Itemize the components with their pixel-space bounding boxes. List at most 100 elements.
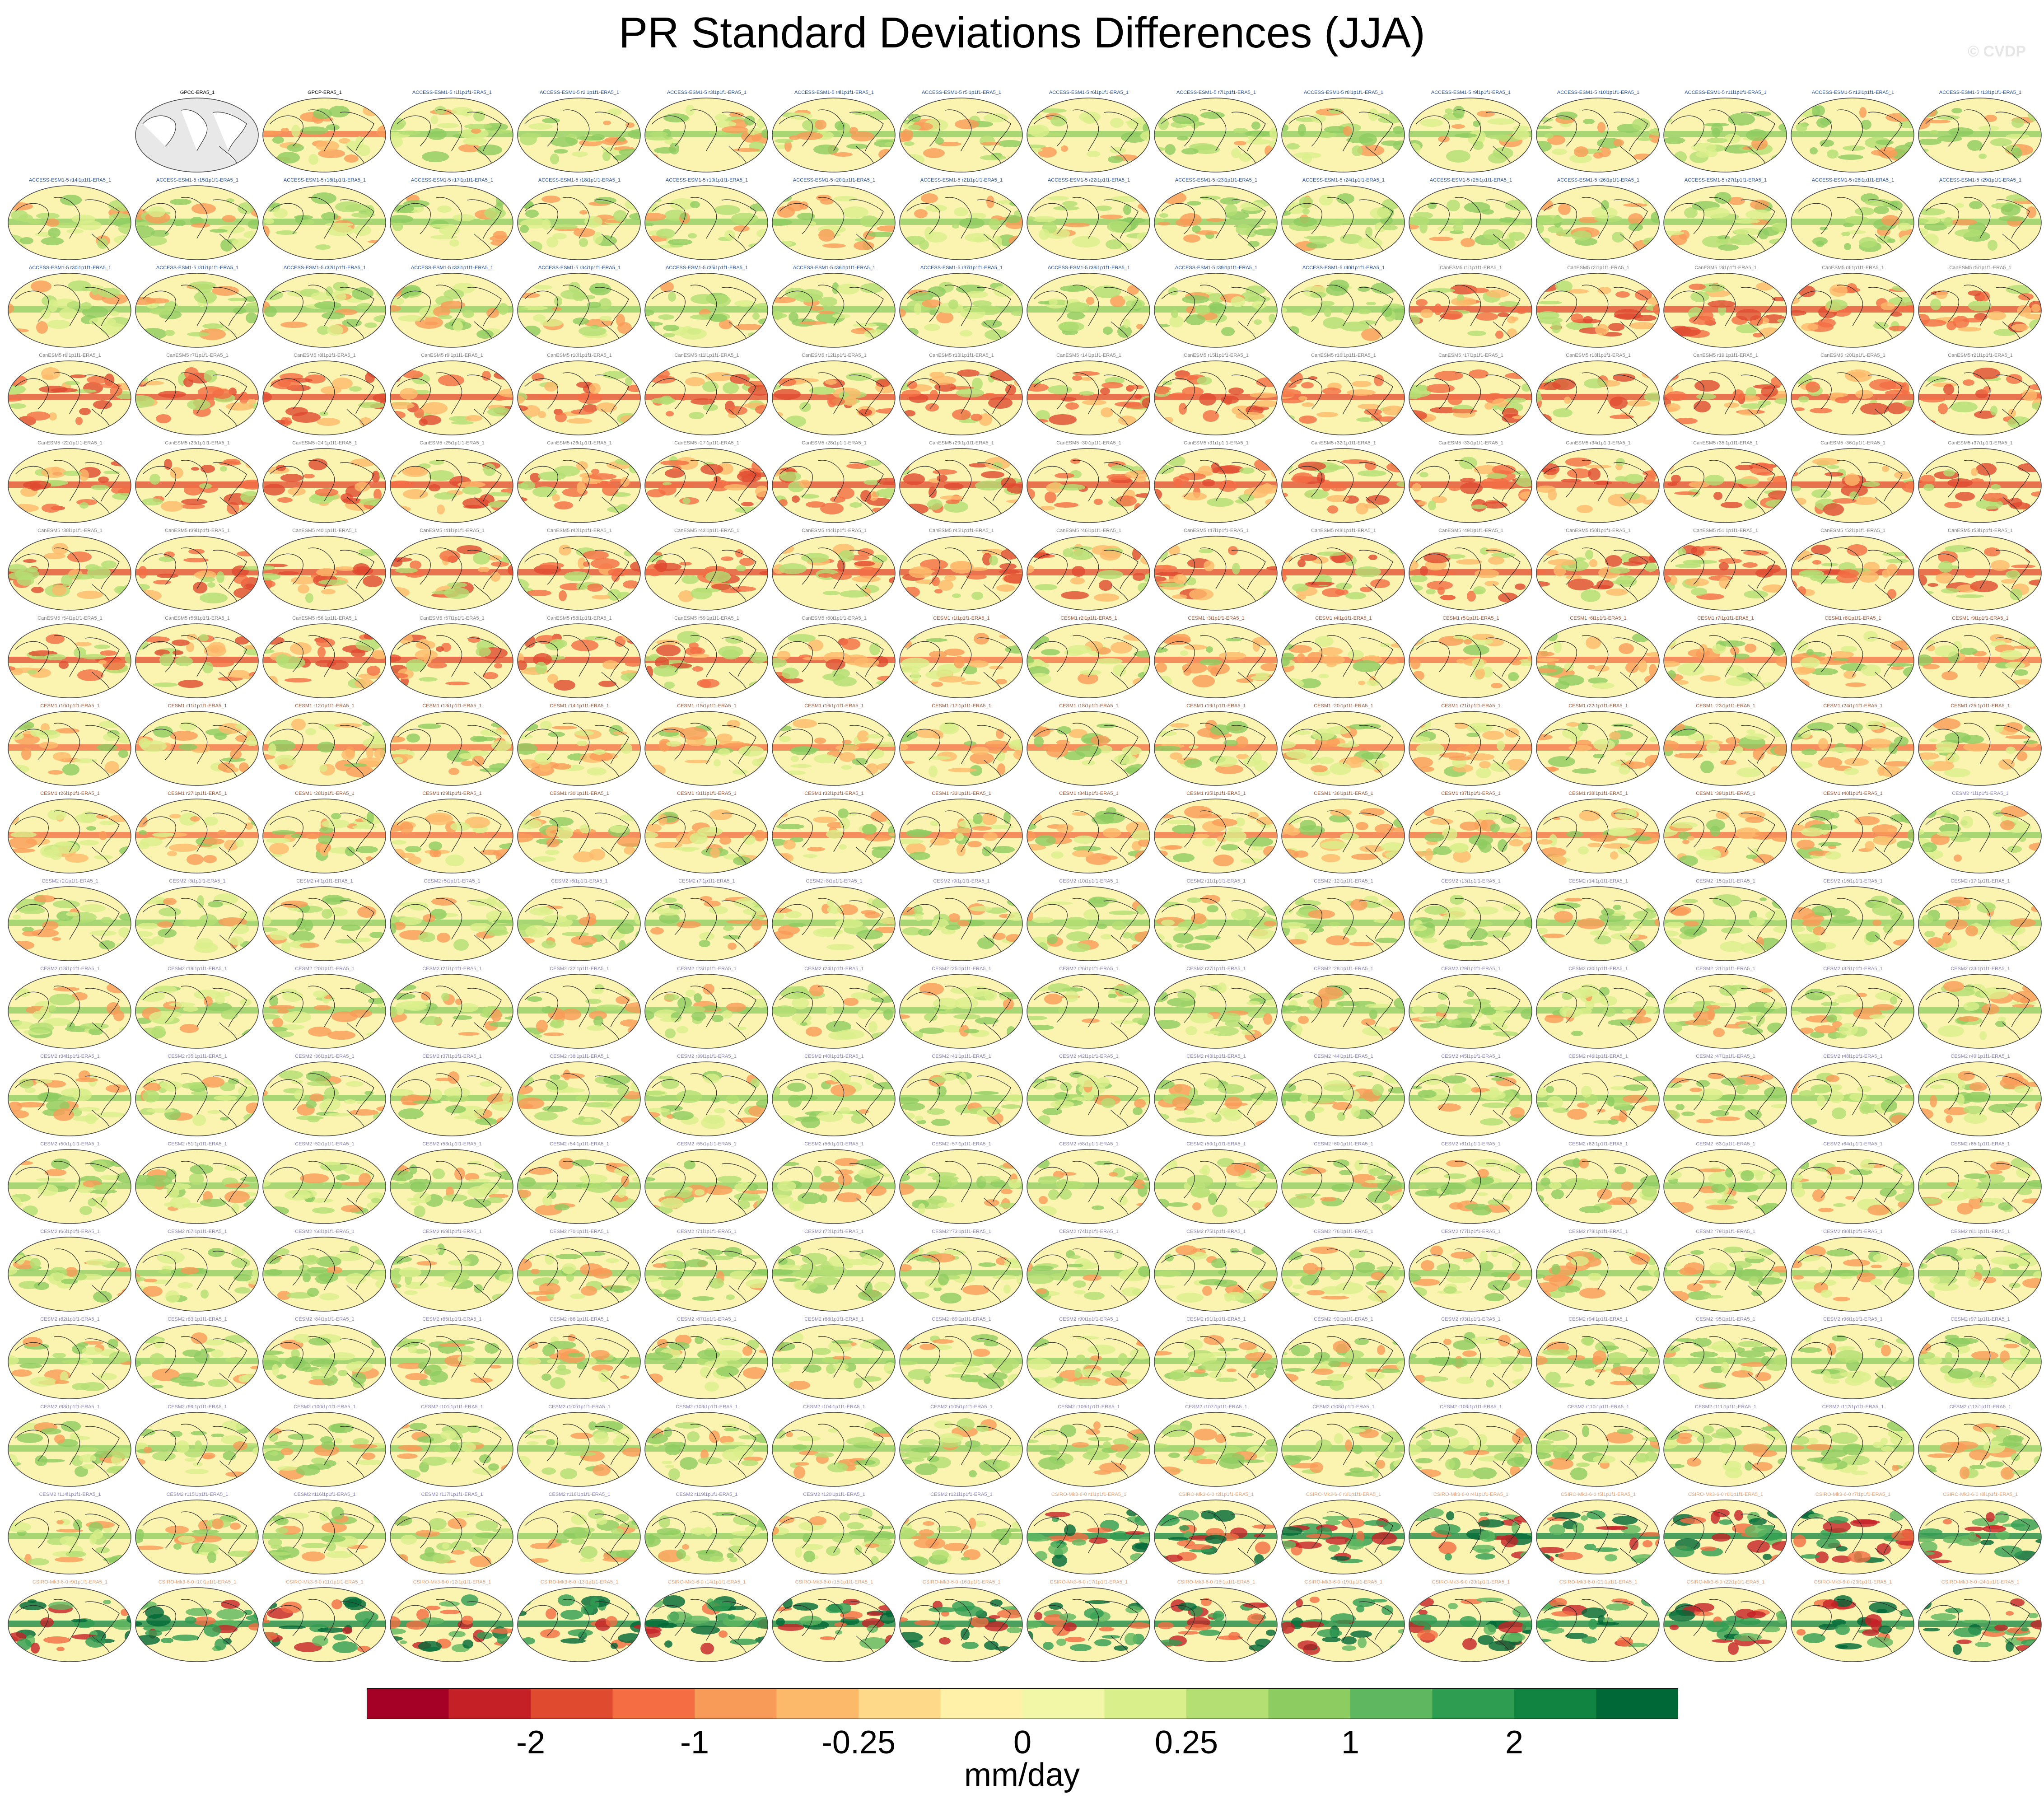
panel-label: CESM2 r43i1p1f1-ERA5_1 bbox=[1186, 1054, 1246, 1059]
map-panel bbox=[390, 886, 513, 961]
map-panel bbox=[390, 273, 513, 348]
map-panel-container: ACCESS-ESM1-5 r22i1p1f1-ERA5_1 bbox=[1025, 177, 1153, 262]
panel-label: CESM1 r26i1p1f1-ERA5_1 bbox=[40, 791, 100, 796]
map-panel bbox=[772, 1237, 896, 1312]
map-panel bbox=[135, 1149, 259, 1224]
panel-label: CanESM5 r35i1p1f1-ERA5_1 bbox=[1693, 440, 1758, 446]
map-panel bbox=[262, 273, 386, 348]
map-panel bbox=[1281, 623, 1405, 698]
panel-label: CESM1 r30i1p1f1-ERA5_1 bbox=[550, 791, 609, 796]
panel-label: CESM2 r118i1p1f1-ERA5_1 bbox=[548, 1492, 611, 1497]
map-panel-container: ACCESS-ESM1-5 r3i1p1f1-ERA5_1 bbox=[643, 89, 770, 174]
panel-label: CESM2 r51i1p1f1-ERA5_1 bbox=[168, 1141, 227, 1147]
panel-label: CSIRO-Mk3-6-0 r5i1p1f1-ERA5_1 bbox=[1560, 1492, 1636, 1497]
panel-label: ACCESS-ESM1-5 r22i1p1f1-ERA5_1 bbox=[1047, 178, 1130, 183]
panel-label: CSIRO-Mk3-6-0 r16i1p1f1-ERA5_1 bbox=[922, 1579, 1001, 1585]
map-panel-container: CSIRO-Mk3-6-0 r17i1p1f1-ERA5_1 bbox=[1025, 1579, 1153, 1664]
panel-label: CSIRO-Mk3-6-0 r2i1p1f1-ERA5_1 bbox=[1178, 1492, 1254, 1497]
panel-label: CESM2 r39i1p1f1-ERA5_1 bbox=[677, 1054, 737, 1059]
panel-label: CanESM5 r19i1p1f1-ERA5_1 bbox=[1693, 353, 1758, 358]
map-panel-container: CESM2 r64i1p1f1-ERA5_1 bbox=[1789, 1141, 1917, 1226]
map-panel bbox=[1663, 1324, 1787, 1399]
panel-label: CanESM5 r60i1p1f1-ERA5_1 bbox=[802, 616, 867, 621]
panel-label: ACCESS-ESM1-5 r32i1p1f1-ERA5_1 bbox=[283, 265, 366, 271]
panel-label: CanESM5 r30i1p1f1-ERA5_1 bbox=[1056, 440, 1121, 446]
panel-label: CSIRO-Mk3-6-0 r6i1p1f1-ERA5_1 bbox=[1688, 1492, 1764, 1497]
panel-label: CanESM5 r51i1p1f1-ERA5_1 bbox=[1693, 528, 1758, 533]
map-panel-container: CESM2 r35i1p1f1-ERA5_1 bbox=[134, 1053, 261, 1138]
map-panel-container: ACCESS-ESM1-5 r27i1p1f1-ERA5_1 bbox=[1662, 177, 1789, 262]
map-panel bbox=[1027, 185, 1150, 260]
panel-label: ACCESS-ESM1-5 r8i1p1f1-ERA5_1 bbox=[1303, 90, 1384, 95]
map-panel bbox=[1154, 360, 1278, 435]
map-panel bbox=[517, 360, 641, 435]
map-panel-container: CESM2 r94i1p1f1-ERA5_1 bbox=[1535, 1316, 1662, 1401]
map-panel-container: ACCESS-ESM1-5 r8i1p1f1-ERA5_1 bbox=[1280, 89, 1407, 174]
panel-label: CanESM5 r10i1p1f1-ERA5_1 bbox=[547, 353, 612, 358]
map-panel-container: CanESM5 r11i1p1f1-ERA5_1 bbox=[643, 352, 770, 437]
panel-label: CESM2 r11i1p1f1-ERA5_1 bbox=[1186, 878, 1246, 884]
map-panel bbox=[262, 185, 386, 260]
panel-label: CESM2 r95i1p1f1-ERA5_1 bbox=[1696, 1317, 1755, 1322]
panel-label: CanESM5 r59i1p1f1-ERA5_1 bbox=[674, 616, 739, 621]
map-panel bbox=[1027, 1149, 1150, 1224]
map-panel-container: CESM2 r106i1p1f1-ERA5_1 bbox=[1025, 1404, 1153, 1489]
map-panel bbox=[644, 1587, 768, 1662]
panel-label: CESM2 r21i1p1f1-ERA5_1 bbox=[422, 966, 482, 972]
map-panel bbox=[390, 1149, 513, 1224]
map-panel bbox=[644, 1324, 768, 1399]
map-panel bbox=[1663, 711, 1787, 786]
map-panel bbox=[1918, 1587, 2042, 1662]
map-panel bbox=[1791, 1237, 1914, 1312]
panel-label: CESM2 r76i1p1f1-ERA5_1 bbox=[1314, 1229, 1373, 1234]
map-panel-container: ACCESS-ESM1-5 r10i1p1f1-ERA5_1 bbox=[1535, 89, 1662, 174]
panel-label: CESM2 r81i1p1f1-ERA5_1 bbox=[1951, 1229, 2010, 1234]
colorbar-swatch bbox=[1432, 1688, 1514, 1719]
map-panel-container: CanESM5 r37i1p1f1-ERA5_1 bbox=[1917, 440, 2044, 525]
panel-label: GPCP-ERA5_1 bbox=[308, 90, 342, 95]
panel-label: CESM1 r18i1p1f1-ERA5_1 bbox=[1059, 703, 1119, 709]
map-panel bbox=[135, 1324, 259, 1399]
panel-label: CESM1 r11i1p1f1-ERA5_1 bbox=[168, 703, 227, 709]
panel-label: CESM2 r61i1p1f1-ERA5_1 bbox=[1441, 1141, 1501, 1147]
map-panel-container: CESM2 r99i1p1f1-ERA5_1 bbox=[134, 1404, 261, 1489]
map-panel-container: CESM2 r92i1p1f1-ERA5_1 bbox=[1280, 1316, 1407, 1401]
panel-label: CESM2 r64i1p1f1-ERA5_1 bbox=[1823, 1141, 1883, 1147]
map-panel bbox=[1154, 536, 1278, 611]
map-panel bbox=[517, 711, 641, 786]
panel-label: CESM2 r10i1p1f1-ERA5_1 bbox=[1059, 878, 1119, 884]
map-panel bbox=[899, 98, 1023, 173]
map-panel bbox=[644, 1237, 768, 1312]
panel-label: ACCESS-ESM1-5 r21i1p1f1-ERA5_1 bbox=[920, 178, 1003, 183]
map-panel-container: CESM1 r9i1p1f1-ERA5_1 bbox=[1917, 615, 2044, 700]
map-panel-container: CESM2 r58i1p1f1-ERA5_1 bbox=[1025, 1141, 1153, 1226]
map-panel bbox=[899, 1412, 1023, 1487]
panel-label: CESM1 r12i1p1f1-ERA5_1 bbox=[295, 703, 355, 709]
panel-label: ACCESS-ESM1-5 r39i1p1f1-ERA5_1 bbox=[1175, 265, 1258, 271]
panel-label: ACCESS-ESM1-5 r35i1p1f1-ERA5_1 bbox=[665, 265, 748, 271]
map-panel-container: CanESM5 r58i1p1f1-ERA5_1 bbox=[516, 615, 643, 700]
map-panel-container: CESM2 r50i1p1f1-ERA5_1 bbox=[6, 1141, 134, 1226]
map-panel bbox=[1154, 1587, 1278, 1662]
panel-label: CanESM5 r34i1p1f1-ERA5_1 bbox=[1566, 440, 1631, 446]
map-panel bbox=[1027, 98, 1150, 173]
panel-label: CESM2 r5i1p1f1-ERA5_1 bbox=[424, 878, 481, 884]
panel-label: CESM1 r13i1p1f1-ERA5_1 bbox=[422, 703, 482, 709]
map-panel-container: CanESM5 r40i1p1f1-ERA5_1 bbox=[261, 528, 388, 612]
map-panel-container: CanESM5 r43i1p1f1-ERA5_1 bbox=[643, 528, 770, 612]
map-panel bbox=[644, 448, 768, 523]
panel-label: CESM2 r34i1p1f1-ERA5_1 bbox=[40, 1054, 100, 1059]
map-panel bbox=[772, 886, 896, 961]
panel-label: CESM2 r18i1p1f1-ERA5_1 bbox=[40, 966, 100, 972]
panel-label: CESM2 r46i1p1f1-ERA5_1 bbox=[1568, 1054, 1628, 1059]
colorbar-swatch bbox=[1596, 1688, 1678, 1719]
panel-label: CESM2 r102i1p1f1-ERA5_1 bbox=[548, 1404, 611, 1410]
map-panel bbox=[1409, 1149, 1532, 1224]
map-panel bbox=[1791, 273, 1914, 348]
panel-label: CanESM5 r6i1p1f1-ERA5_1 bbox=[39, 353, 101, 358]
map-panel-container: CanESM5 r1i1p1f1-ERA5_1 bbox=[1407, 265, 1535, 350]
map-panel bbox=[1409, 711, 1532, 786]
panel-label: CESM2 r8i1p1f1-ERA5_1 bbox=[806, 878, 863, 884]
map-panel-container: CanESM5 r12i1p1f1-ERA5_1 bbox=[770, 352, 898, 437]
map-panel-container: ACCESS-ESM1-5 r5i1p1f1-ERA5_1 bbox=[898, 89, 1025, 174]
